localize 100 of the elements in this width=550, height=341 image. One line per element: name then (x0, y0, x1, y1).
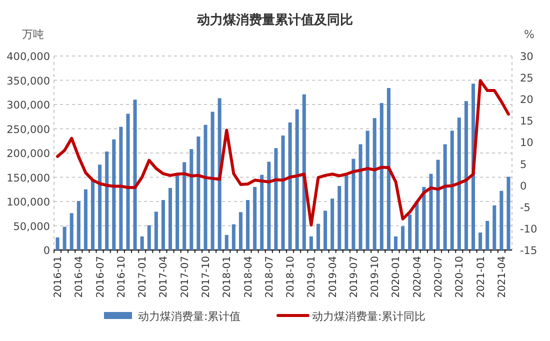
bar (366, 130, 370, 250)
bar (436, 160, 440, 250)
x-tick-label: 2021-04 (496, 256, 508, 298)
bar (288, 122, 292, 250)
y-tick-label: 300,000 (6, 100, 50, 112)
x-tick-label: 2017-01 (138, 256, 149, 298)
bar (147, 225, 151, 250)
y-tick-label: 200,000 (6, 148, 50, 160)
bar (401, 226, 405, 250)
y2-tick-label: 20 (520, 94, 534, 106)
bar (70, 213, 74, 250)
x-tick-label: 2016-01 (53, 256, 64, 298)
bar (126, 114, 130, 250)
y2-tick-label: 10 (520, 137, 534, 150)
y-tick-label: 250,000 (6, 124, 50, 136)
bar (274, 148, 278, 250)
y-tick-label: 400,000 (6, 51, 50, 63)
y-tick-label: 350,000 (6, 75, 50, 88)
bar (338, 186, 342, 250)
bar (380, 103, 384, 250)
x-tick-label: 2019-01 (306, 256, 318, 298)
bar (133, 100, 137, 250)
bar (224, 234, 228, 250)
bar (492, 205, 496, 250)
x-tick-label: 2020-01 (391, 256, 402, 298)
bar (204, 124, 208, 250)
chart-title: 动力煤消费量累计值及同比 (196, 13, 353, 28)
x-tick-label: 2016-04 (74, 256, 86, 298)
bar (506, 176, 510, 250)
bar (238, 212, 242, 250)
bar (62, 226, 66, 250)
bar (408, 214, 412, 250)
bar (478, 232, 482, 250)
bar (352, 158, 356, 250)
bar (386, 88, 390, 250)
bar (429, 174, 433, 250)
bar (112, 139, 116, 250)
bar (190, 149, 194, 250)
bar (176, 174, 180, 250)
bar (105, 152, 109, 250)
bar (415, 202, 419, 250)
x-tick-label: 2020-04 (412, 256, 424, 298)
bar (232, 224, 236, 250)
x-tick-label: 2017-10 (200, 256, 212, 298)
x-tick-label: 2020-10 (454, 256, 466, 298)
y2-axis-title: % (524, 28, 534, 41)
bar (253, 186, 257, 250)
bar (267, 162, 271, 250)
bar (302, 94, 306, 250)
legend-label: 动力煤消费量:累计值 (138, 310, 241, 323)
bar (295, 109, 299, 250)
y-tick-label: 150,000 (6, 172, 50, 184)
bar (500, 190, 504, 250)
x-tick-label: 2019-04 (328, 256, 339, 298)
bar (56, 237, 60, 250)
x-tick-label: 2016-07 (95, 256, 106, 298)
bar (84, 189, 88, 250)
y-tick-label: 100,000 (6, 196, 50, 208)
bar (316, 224, 320, 250)
bar (98, 164, 102, 250)
y2-tick-label: -15 (520, 245, 538, 257)
bar (486, 220, 490, 250)
bar (119, 126, 123, 250)
x-tick-label: 2018-04 (243, 256, 254, 298)
bar (140, 236, 144, 250)
x-tick-label: 2020-07 (434, 256, 445, 298)
bar (422, 186, 426, 250)
bar (76, 201, 80, 250)
x-tick-label: 2019-07 (348, 256, 360, 298)
legend-label: 动力煤消费量:累计同比 (312, 310, 426, 323)
bar (182, 162, 186, 250)
y-tick-label: 0 (43, 245, 50, 257)
bar (90, 179, 95, 250)
bar (450, 130, 454, 250)
x-tick-label: 2016-10 (116, 256, 128, 298)
x-tick-label: 2018-01 (222, 256, 234, 298)
y2-tick-label: -10 (520, 223, 538, 236)
bar (246, 200, 250, 250)
y-tick-label: 50,000 (13, 220, 50, 233)
bar (464, 101, 468, 250)
y2-tick-label: 0 (520, 180, 527, 192)
y-axis-title: 万吨 (22, 28, 44, 41)
bar (309, 236, 313, 250)
bar (372, 118, 376, 250)
y2-tick-label: 15 (520, 116, 534, 128)
bar (281, 136, 285, 250)
bar (330, 198, 334, 250)
x-tick-label: 2019-10 (370, 256, 382, 298)
bar (344, 174, 348, 250)
x-tick-label: 2018-07 (264, 256, 276, 298)
x-tick-label: 2018-10 (286, 256, 297, 298)
x-tick-label: 2021-01 (476, 256, 487, 298)
bar (443, 144, 447, 250)
bar (358, 144, 362, 250)
y2-tick-label: -5 (520, 202, 530, 214)
y2-tick-label: 5 (520, 158, 527, 171)
bar (210, 112, 214, 250)
bar (218, 98, 222, 250)
bar (196, 136, 200, 250)
bar (457, 118, 461, 250)
